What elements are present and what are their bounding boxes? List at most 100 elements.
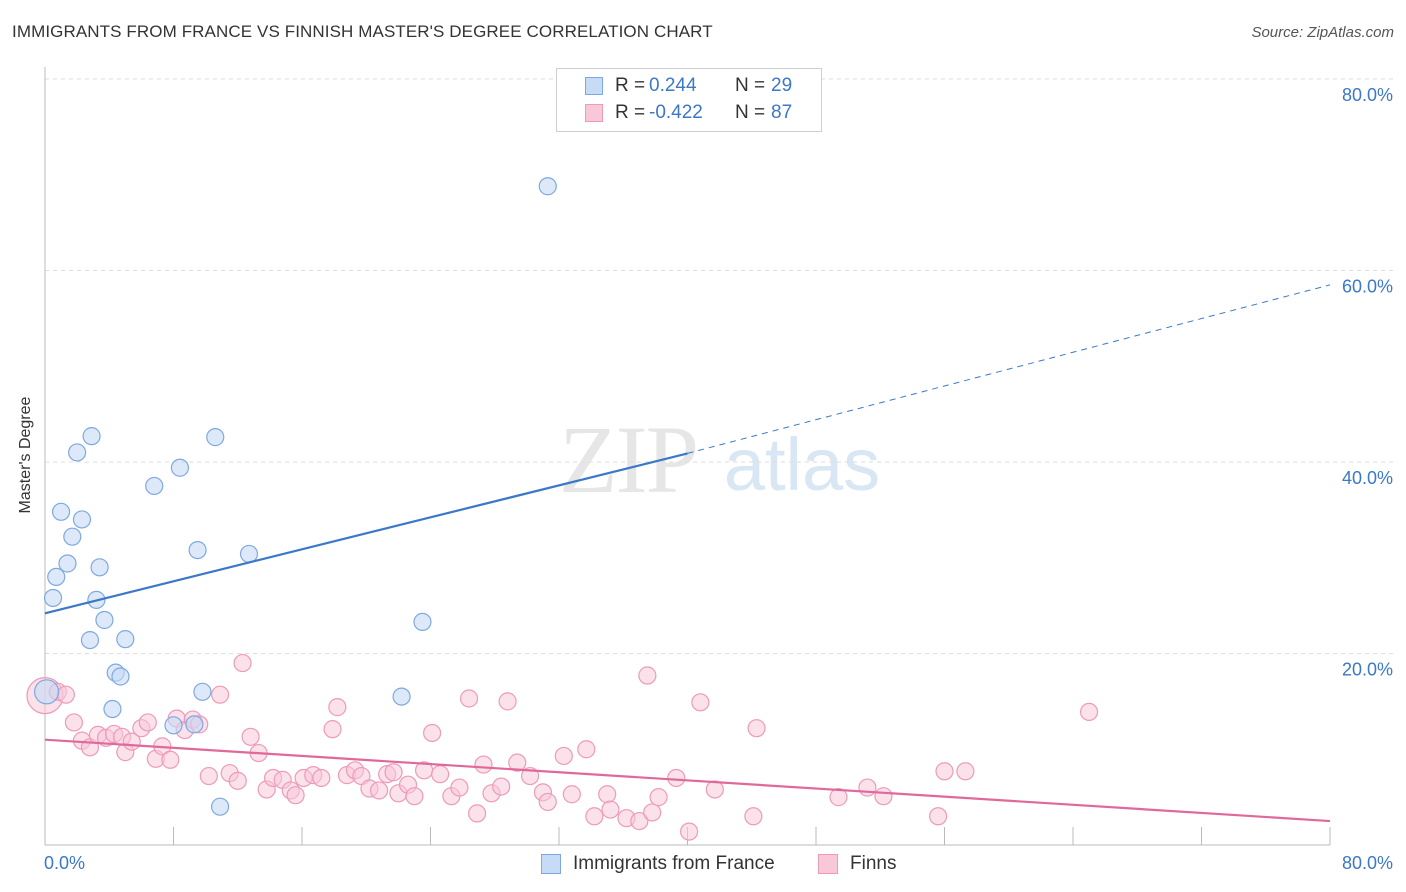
tick-labels: 20.0% 40.0% 60.0% 80.0% 0.0% 80.0%	[44, 85, 1393, 873]
finns-point	[508, 753, 527, 772]
finns-point	[585, 807, 604, 826]
finns-point	[601, 800, 620, 819]
finns-point	[323, 720, 342, 739]
finns-point	[199, 766, 218, 786]
finns-point	[744, 807, 763, 826]
finns-point	[431, 765, 450, 784]
finns-point	[384, 763, 403, 782]
france-point	[145, 476, 164, 496]
y-tick-label: 40.0%	[1342, 468, 1393, 488]
finns-point	[233, 653, 252, 673]
legend-swatch-france	[585, 77, 603, 95]
france-point	[80, 630, 100, 650]
france-point	[72, 510, 92, 529]
france-point	[164, 716, 183, 735]
axes	[44, 67, 1331, 846]
finns-point	[874, 787, 893, 806]
finns-point	[64, 713, 84, 732]
france-trend-line	[44, 452, 688, 615]
france-point	[47, 567, 66, 587]
watermark-zip: ZIP	[559, 406, 697, 513]
correlation-legend: R = 0.244 N = 29 R = -0.422 N = 87	[556, 68, 822, 132]
finns-point	[498, 692, 517, 711]
legend-swatch-finns	[818, 854, 838, 874]
grid-lines	[45, 78, 1395, 654]
finns-point	[328, 698, 347, 717]
finns-point	[520, 766, 540, 786]
france-point	[111, 667, 130, 686]
finns-point	[459, 689, 479, 708]
finns-point	[56, 685, 75, 704]
finns-point	[638, 666, 657, 685]
finns-point	[598, 785, 617, 804]
chart-title: IMMIGRANTS FROM FRANCE VS FINNISH MASTER…	[12, 22, 713, 41]
finns-point	[370, 781, 389, 800]
legend-n-label: N =	[735, 102, 766, 123]
legend-r-label: R =	[615, 75, 646, 96]
x-tick-label: 80.0%	[1342, 853, 1393, 873]
finns-point	[312, 768, 331, 788]
france-point	[193, 682, 212, 701]
source-label: Source: ZipAtlas.com	[1251, 24, 1394, 41]
france-point	[538, 177, 557, 196]
finns-point	[630, 811, 649, 831]
finns-point	[538, 792, 557, 812]
finns-point	[928, 807, 948, 826]
finns-point	[492, 777, 511, 796]
legend-label-finns: Finns	[850, 853, 897, 874]
france-point	[43, 588, 63, 608]
y-tick-label: 20.0%	[1342, 660, 1393, 680]
finns-trend-line	[44, 738, 1331, 823]
y-axis-label: Master's Degree	[17, 396, 34, 514]
finns-point	[138, 713, 157, 732]
legend-r-label: R =	[615, 102, 646, 123]
france-point	[116, 630, 135, 649]
finns-point	[747, 719, 766, 738]
france-point	[51, 502, 71, 521]
france-point	[392, 687, 411, 706]
legend-swatch-finns	[585, 104, 603, 122]
finns-point	[554, 746, 573, 766]
y-tick-label: 80.0%	[1342, 85, 1393, 105]
finns-point	[705, 780, 724, 799]
finns-point	[423, 723, 442, 743]
france-point	[413, 612, 432, 632]
watermark-atlas: atlas	[724, 423, 880, 506]
france-point	[58, 554, 77, 573]
france-point	[95, 610, 114, 630]
france-point	[63, 527, 82, 546]
finns-points	[26, 653, 1099, 841]
finns-point	[228, 771, 247, 790]
finns-point	[450, 778, 469, 797]
france-point	[68, 443, 87, 462]
finns-point	[405, 787, 424, 806]
france-point	[34, 679, 60, 705]
legend-r-value: 0.244	[649, 75, 697, 96]
finns-point	[956, 762, 975, 781]
france-point	[103, 699, 122, 719]
france-point	[82, 427, 101, 446]
france-point	[188, 540, 207, 560]
france-points	[34, 177, 557, 816]
france-point	[185, 715, 204, 734]
x-tick-label: 0.0%	[44, 853, 85, 873]
finns-point	[1079, 702, 1099, 722]
legend-n-value: 29	[771, 75, 793, 96]
legend-r-value: -0.422	[649, 102, 703, 123]
y-tick-label: 60.0%	[1342, 277, 1393, 297]
legend-n-label: N =	[735, 75, 766, 96]
legend-n-value: 87	[771, 102, 793, 123]
france-point	[170, 458, 190, 477]
finns-point	[649, 788, 668, 807]
finns-point	[562, 785, 581, 804]
france-point	[90, 558, 109, 577]
finns-point	[161, 750, 180, 769]
finns-point	[667, 768, 686, 788]
finns-point	[935, 762, 954, 781]
finns-point	[829, 788, 848, 807]
finns-point	[691, 693, 710, 712]
france-trend-extension	[687, 284, 1331, 454]
legend-swatch-france	[541, 854, 561, 874]
france-point	[210, 797, 230, 816]
